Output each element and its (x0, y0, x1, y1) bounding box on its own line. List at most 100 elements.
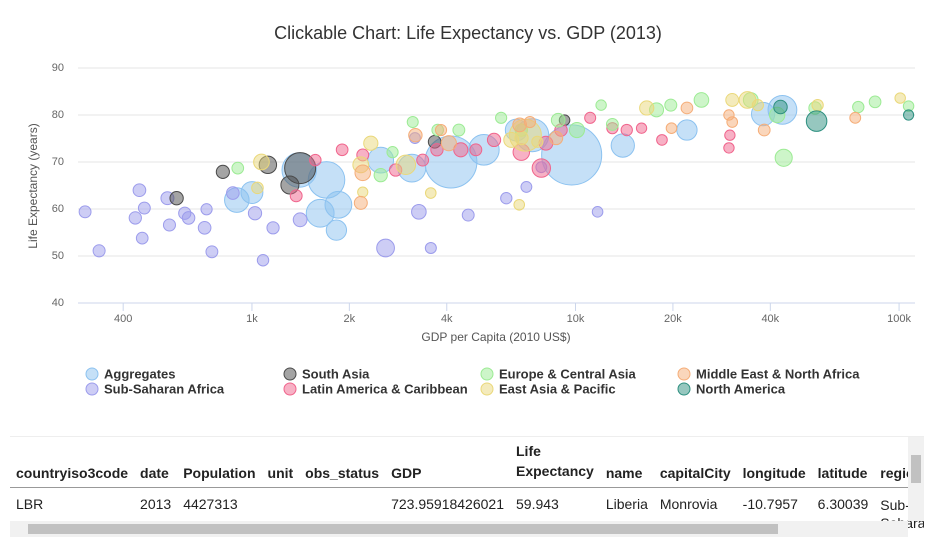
bubble[interactable] (309, 153, 322, 167)
bubble[interactable] (416, 153, 430, 167)
bubble[interactable] (751, 99, 764, 112)
bubble[interactable] (757, 123, 771, 137)
bubble[interactable] (231, 161, 245, 175)
bubble[interactable] (680, 101, 694, 115)
bubble[interactable] (253, 153, 270, 171)
legend-item[interactable]: Middle East & North Africa (677, 366, 860, 381)
bubble[interactable] (169, 191, 184, 206)
scroll-thumb[interactable] (28, 524, 778, 534)
bubble[interactable] (335, 143, 349, 157)
bubble[interactable] (453, 142, 469, 158)
bubble[interactable] (376, 238, 395, 258)
bubble[interactable] (852, 100, 865, 114)
bubble[interactable] (181, 211, 196, 225)
bubble[interactable] (568, 121, 585, 139)
bubble[interactable] (132, 183, 147, 198)
bubble[interactable] (247, 206, 263, 221)
bubble[interactable] (635, 122, 648, 134)
bubble[interactable] (548, 130, 564, 146)
legend-item[interactable]: Europe & Central Asia (480, 366, 637, 381)
bubble[interactable] (386, 146, 399, 159)
bubble[interactable] (440, 135, 457, 152)
bubble[interactable] (292, 212, 308, 228)
bubble[interactable] (78, 205, 92, 219)
bubble[interactable] (676, 119, 698, 141)
bubble[interactable] (424, 241, 437, 255)
bubble[interactable] (289, 189, 303, 203)
bubble[interactable] (723, 142, 735, 154)
bubble[interactable] (773, 99, 788, 115)
bubble[interactable] (495, 111, 508, 124)
bubble[interactable] (605, 117, 619, 131)
vertical-scrollbar[interactable] (908, 437, 924, 521)
legend-item[interactable]: East Asia & Pacific (480, 381, 616, 396)
bubble[interactable] (266, 221, 280, 235)
legend-item[interactable]: North America (677, 381, 786, 396)
bubble[interactable] (725, 93, 740, 107)
bubble[interactable] (256, 254, 270, 267)
legend-item[interactable]: Aggregates (85, 366, 176, 381)
bubble[interactable] (724, 129, 736, 141)
bubble[interactable] (774, 148, 793, 167)
bubble[interactable] (903, 109, 915, 121)
scroll-thumb[interactable] (911, 455, 921, 483)
bubble[interactable] (430, 143, 444, 157)
bubble[interactable] (411, 204, 427, 220)
bubble[interactable] (205, 245, 219, 259)
column-header: Life Expectancy (510, 437, 600, 488)
bubble[interactable] (591, 206, 604, 218)
bubble[interactable] (664, 98, 678, 112)
bubble[interactable] (395, 154, 417, 176)
bubble[interactable] (324, 190, 353, 219)
bubble[interactable] (408, 128, 423, 143)
bubble[interactable] (251, 181, 264, 195)
bubble[interactable] (434, 123, 448, 137)
bubble[interactable] (486, 132, 502, 148)
bubble[interactable] (665, 122, 678, 134)
bubble[interactable] (868, 95, 882, 109)
bubble[interactable] (226, 186, 240, 200)
bubble[interactable] (531, 158, 552, 178)
bubble[interactable] (811, 98, 824, 112)
bubble[interactable] (137, 201, 151, 215)
bubble[interactable] (200, 203, 213, 216)
bubble[interactable] (162, 218, 176, 232)
horizontal-scrollbar[interactable] (10, 521, 908, 537)
bubble[interactable] (639, 100, 655, 116)
bubble[interactable] (469, 143, 483, 157)
bubble[interactable] (325, 219, 348, 241)
bubble[interactable] (197, 220, 212, 235)
bubble[interactable] (406, 116, 419, 129)
bubble[interactable] (523, 115, 537, 129)
bubble[interactable] (726, 116, 739, 128)
bubble[interactable] (584, 111, 597, 124)
bubble[interactable] (373, 168, 388, 183)
bubble[interactable] (354, 164, 372, 182)
bubble[interactable] (693, 92, 710, 108)
bubble[interactable] (424, 187, 437, 199)
bubble[interactable] (363, 135, 379, 151)
bubble[interactable] (128, 211, 142, 225)
legend-item[interactable]: Sub-Saharan Africa (85, 381, 225, 396)
bubble[interactable] (513, 198, 526, 211)
bubble[interactable] (894, 92, 906, 104)
bubble[interactable] (610, 133, 635, 158)
bubble[interactable] (452, 123, 466, 137)
bubble[interactable] (656, 134, 668, 146)
bubble[interactable] (280, 175, 300, 195)
bubble[interactable] (500, 192, 513, 205)
legend-item[interactable]: South Asia (283, 366, 370, 381)
bubble[interactable] (805, 110, 828, 132)
legend-item[interactable]: Latin America & Caribbean (283, 381, 468, 396)
bubble[interactable] (595, 99, 607, 111)
bubble[interactable] (550, 112, 566, 128)
bubble[interactable] (215, 164, 230, 179)
bubble[interactable] (520, 180, 533, 193)
bubble[interactable] (620, 123, 633, 137)
bubble[interactable] (849, 111, 862, 124)
bubble[interactable] (461, 208, 475, 222)
bubble[interactable] (357, 186, 369, 198)
bubble[interactable] (135, 231, 149, 245)
bubble[interactable] (353, 195, 368, 210)
bubble[interactable] (92, 244, 106, 258)
